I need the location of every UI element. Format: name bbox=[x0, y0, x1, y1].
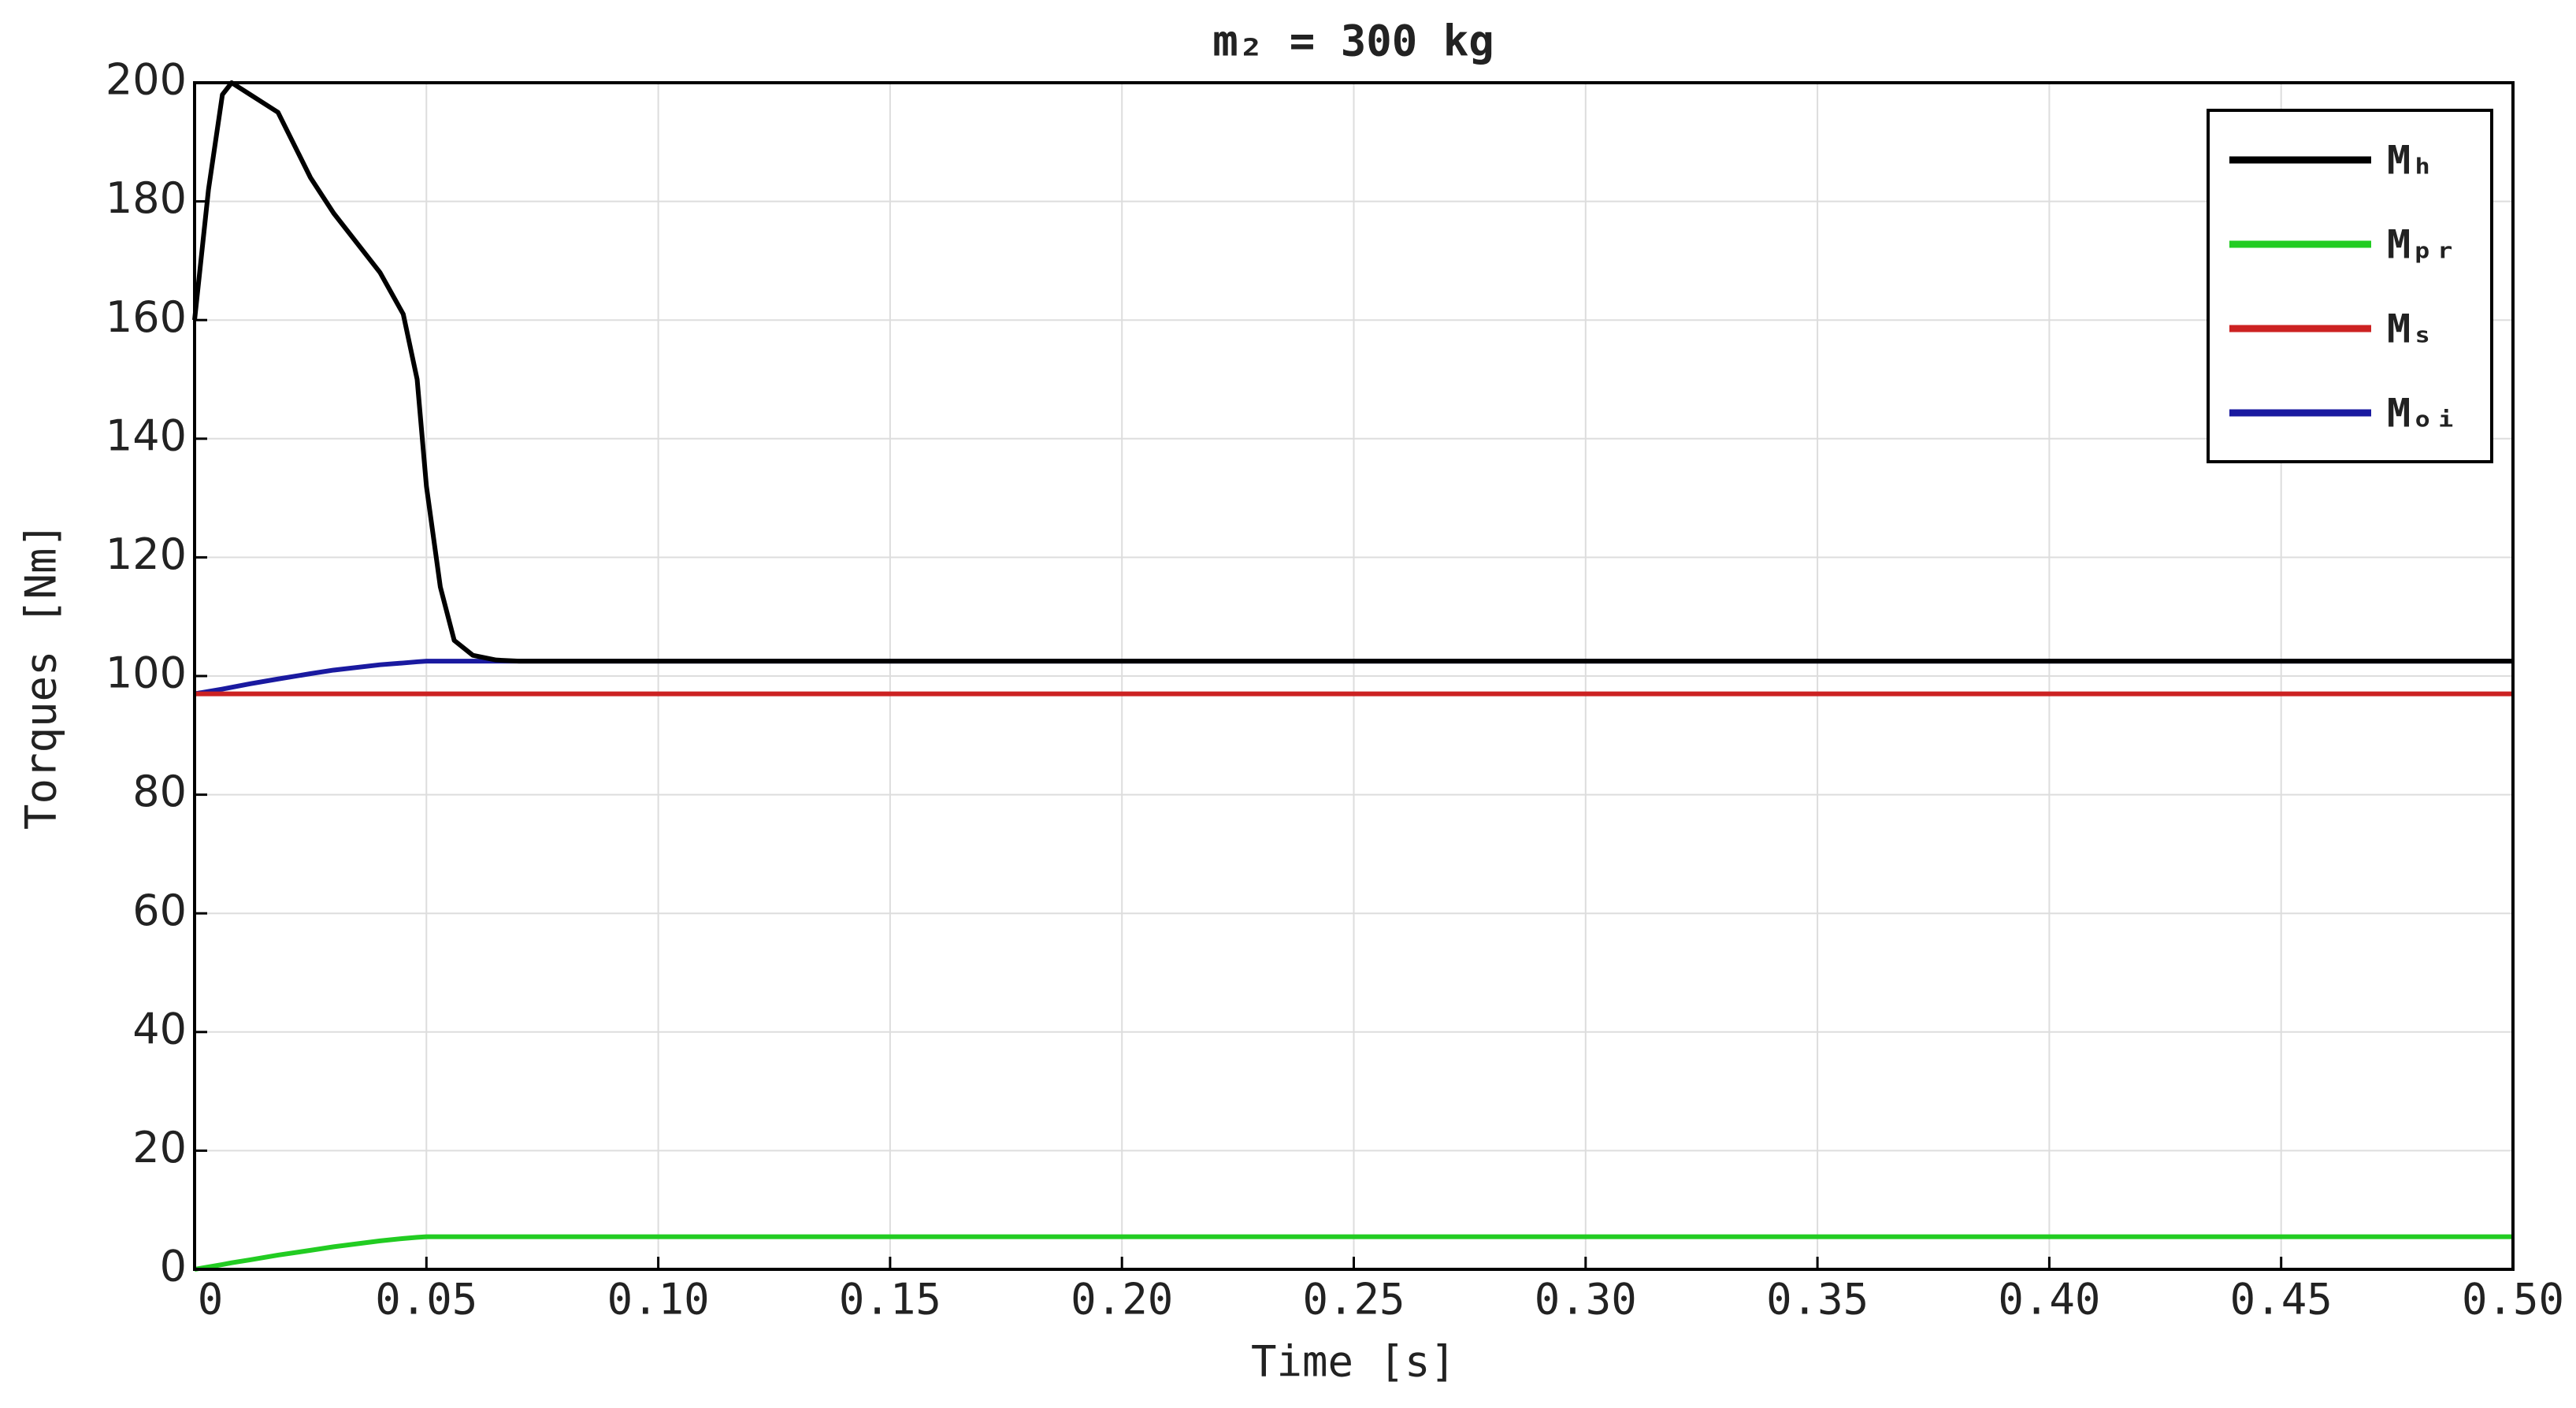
y-tick-label: 180 bbox=[106, 173, 187, 223]
x-tick-label: 0.25 bbox=[1302, 1275, 1405, 1324]
x-tick-label: 0.05 bbox=[375, 1275, 477, 1324]
y-axis-label: Torques [Nm] bbox=[17, 522, 66, 830]
y-tick-label: 0 bbox=[160, 1242, 187, 1291]
legend-label: Mₒᵢ bbox=[2387, 391, 2458, 437]
legend-label: Mₚᵣ bbox=[2387, 222, 2458, 268]
x-tick-label: 0.40 bbox=[1998, 1275, 2100, 1324]
legend-label: Mₕ bbox=[2387, 138, 2434, 184]
x-tick-label: 0.35 bbox=[1766, 1275, 1869, 1324]
x-tick-label: 0.50 bbox=[2462, 1275, 2564, 1324]
legend-box bbox=[2207, 109, 2493, 463]
data-line bbox=[192, 80, 2513, 664]
data-line bbox=[194, 1234, 2513, 1272]
legend-label: Mₛ bbox=[2387, 306, 2434, 352]
x-tick-label: 0.15 bbox=[839, 1275, 941, 1324]
y-tick-label: 100 bbox=[106, 648, 187, 698]
y-tick-label: 80 bbox=[132, 767, 187, 816]
y-tick-label: 120 bbox=[106, 529, 187, 579]
chart-title: m₂ = 300 kg bbox=[1212, 17, 1494, 66]
y-tick-label: 160 bbox=[106, 292, 187, 342]
y-tick-label: 140 bbox=[106, 411, 187, 460]
plot-frame bbox=[193, 81, 2515, 1271]
x-tick-label: 0.20 bbox=[1071, 1275, 1173, 1324]
x-tick-label: 0.10 bbox=[607, 1275, 710, 1324]
y-tick-label: 200 bbox=[106, 55, 187, 105]
y-tick-label: 20 bbox=[132, 1123, 187, 1172]
x-tick-label: 0.30 bbox=[1535, 1275, 1637, 1324]
y-tick-label: 60 bbox=[132, 886, 187, 935]
y-tick-label: 40 bbox=[132, 1004, 187, 1053]
x-tick-label: 0 bbox=[198, 1275, 224, 1324]
x-tick-label: 0.45 bbox=[2230, 1275, 2333, 1324]
x-axis-label: Time [s] bbox=[1251, 1337, 1456, 1387]
